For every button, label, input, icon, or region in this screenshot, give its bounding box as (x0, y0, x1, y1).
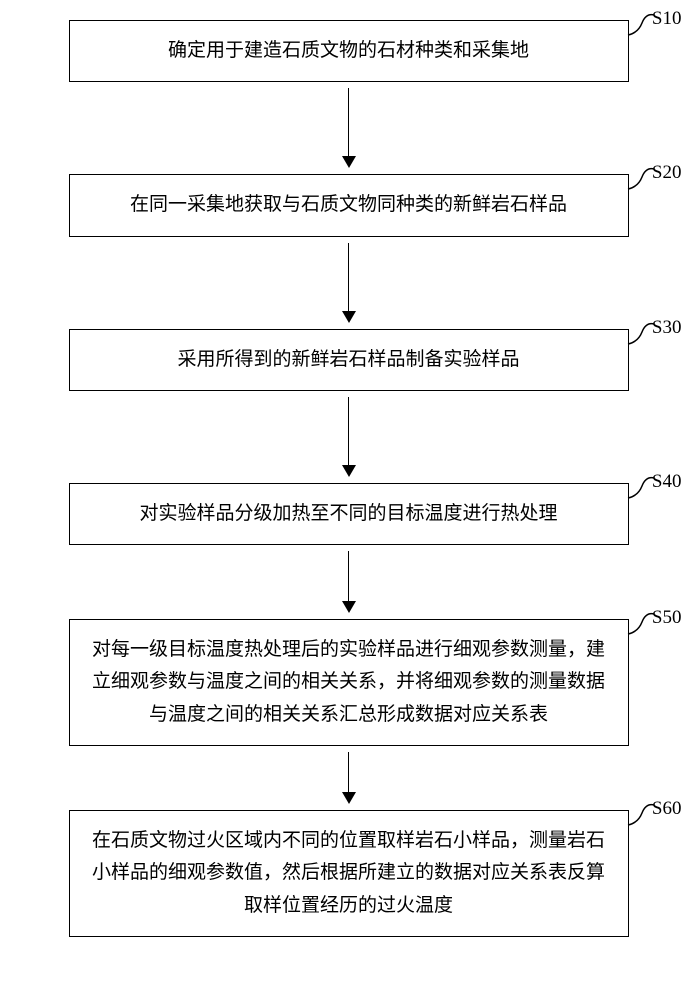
step-label: S60 (652, 793, 682, 825)
step-label: S50 (652, 602, 682, 634)
step-label: S30 (652, 312, 682, 344)
step-label: S10 (652, 3, 682, 35)
arrow-icon (342, 397, 356, 477)
step-box-s40: S40 对实验样品分级加热至不同的目标温度进行热处理 (69, 483, 629, 545)
step-box-s60: S60 在石质文物过火区域内不同的位置取样岩石小样品，测量岩石小样品的细观参数值… (69, 810, 629, 937)
arrow-line (348, 88, 350, 156)
step-box-s50: S50 对每一级目标温度热处理后的实验样品进行细观参数测量，建立细观参数与温度之… (69, 619, 629, 746)
step-box-s30: S30 采用所得到的新鲜岩石样品制备实验样品 (69, 329, 629, 391)
arrow-head-icon (342, 156, 356, 168)
arrow-icon (342, 243, 356, 323)
step-box-s20: S20 在同一采集地获取与石质文物同种类的新鲜岩石样品 (69, 174, 629, 236)
step-text: 采用所得到的新鲜岩石样品制备实验样品 (177, 344, 519, 376)
flowchart-container: S10 确定用于建造石质文物的石材种类和采集地 S20 在同一采集地获取与石质文… (40, 20, 657, 937)
arrow-line (348, 243, 350, 311)
arrow-icon (342, 88, 356, 168)
step-text: 确定用于建造石质文物的石材种类和采集地 (168, 35, 529, 67)
arrow-line (348, 397, 350, 465)
step-label: S40 (652, 466, 682, 498)
arrow-line (348, 752, 350, 792)
arrow-icon (342, 551, 356, 613)
step-text: 在石质文物过火区域内不同的位置取样岩石小样品，测量岩石小样品的细观参数值，然后根… (90, 825, 608, 922)
arrow-icon (342, 752, 356, 804)
arrow-line (348, 551, 350, 601)
arrow-head-icon (342, 601, 356, 613)
step-text: 对实验样品分级加热至不同的目标温度进行热处理 (139, 498, 557, 530)
step-box-s10: S10 确定用于建造石质文物的石材种类和采集地 (69, 20, 629, 82)
arrow-head-icon (342, 311, 356, 323)
arrow-head-icon (342, 465, 356, 477)
step-text: 在同一采集地获取与石质文物同种类的新鲜岩石样品 (130, 189, 567, 221)
arrow-head-icon (342, 792, 356, 804)
step-label: S20 (652, 157, 682, 189)
step-text: 对每一级目标温度热处理后的实验样品进行细观参数测量，建立细观参数与温度之间的相关… (90, 634, 608, 731)
